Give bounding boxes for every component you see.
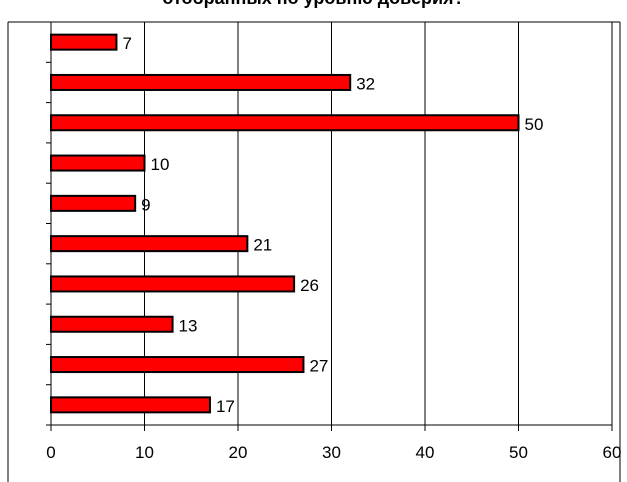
data-label: 17 <box>216 397 235 416</box>
x-tick-label: 10 <box>135 443 154 462</box>
x-tick-label: 20 <box>229 443 248 462</box>
data-label: 7 <box>122 34 131 53</box>
data-label: 26 <box>300 276 319 295</box>
bar <box>50 396 211 414</box>
bar <box>50 73 352 91</box>
bar <box>50 315 174 333</box>
x-tick-label: 30 <box>322 443 341 462</box>
bar <box>50 194 137 212</box>
x-tick-label: 60 <box>603 443 622 462</box>
data-label: 9 <box>141 195 150 214</box>
bar <box>50 275 296 293</box>
x-tick-label: 0 <box>46 443 55 462</box>
data-label: 21 <box>253 236 272 255</box>
data-label: 50 <box>525 115 544 134</box>
x-tick-label: 40 <box>416 443 435 462</box>
data-label: 10 <box>151 155 170 174</box>
data-label: 13 <box>179 316 198 335</box>
data-label: 32 <box>356 74 375 93</box>
bar <box>50 235 249 253</box>
chart-title: отобранных по уровню доверия? <box>0 0 627 9</box>
data-label: 27 <box>309 357 328 376</box>
bar <box>50 356 305 374</box>
bar <box>50 154 146 172</box>
x-tick-label: 50 <box>509 443 528 462</box>
bar <box>50 33 118 51</box>
bar <box>50 114 520 132</box>
